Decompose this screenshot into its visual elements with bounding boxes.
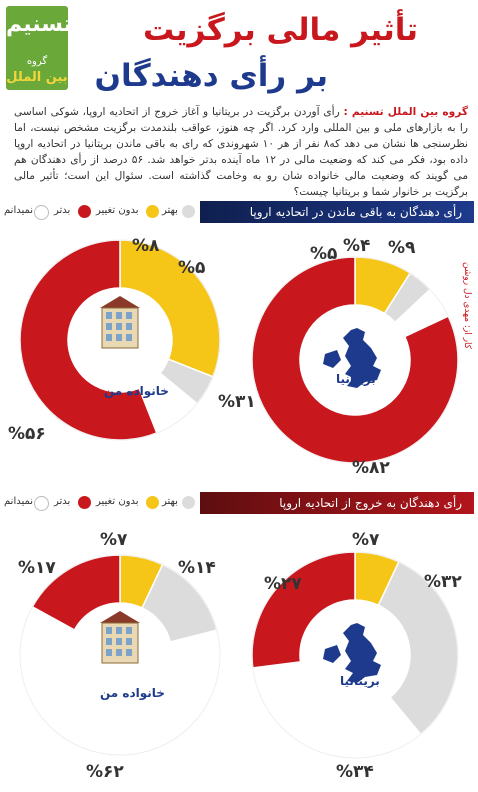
legend-item-no-change: بدون تغییر xyxy=(96,495,160,511)
house-window xyxy=(106,627,112,634)
house-window xyxy=(126,323,132,330)
house-window xyxy=(126,638,132,645)
legend-item-no-change: بدون تغییر xyxy=(96,204,160,220)
legend-remain: نمیدانم بدتر بدون تغییر بهتر xyxy=(4,204,195,220)
donut-outline xyxy=(19,554,221,756)
author-credit: کار از: مهدی دل روشن xyxy=(462,262,472,350)
house-window xyxy=(106,312,112,319)
pct-label-better: %۵ xyxy=(178,258,206,278)
house-window xyxy=(116,627,122,634)
donut-slice-dont-know xyxy=(251,661,422,759)
legend-label-better: بهتر xyxy=(162,205,178,216)
house-window xyxy=(126,627,132,634)
legend-leave: نمیدانم بدتر بدون تغییر بهتر xyxy=(4,495,195,511)
house-window xyxy=(106,638,112,645)
house-window xyxy=(106,649,112,656)
legend-label-no-change: بدون تغییر xyxy=(96,205,139,216)
legend-item-worse: بدتر xyxy=(50,495,94,511)
house-window xyxy=(116,334,122,341)
house-window xyxy=(126,334,132,341)
legend-swatch-better xyxy=(182,496,195,509)
pct-label-better: %۱۴ xyxy=(178,558,216,578)
center-label-britain: بریتانیا xyxy=(336,372,376,386)
pct-label-worse: %۱۷ xyxy=(18,558,56,578)
legend-item-dont-know: نمیدانم xyxy=(4,495,49,511)
legend-item-better: بهتر xyxy=(162,204,195,220)
pct-label-no-change: %۷ xyxy=(352,530,380,550)
section-leave-header: رأی دهندگان به خروج از اتحادیه اروپا xyxy=(200,492,474,514)
legend-swatch-dont-know xyxy=(34,496,49,511)
pct-label-better: %۳۲ xyxy=(424,572,462,592)
donut-chart xyxy=(251,256,459,464)
uk-map-icon xyxy=(323,623,381,683)
pct-label-no-change: %۷ xyxy=(100,530,128,550)
tasnim-logo: تسنیم گروه بین الملل xyxy=(6,6,72,90)
pct-label-worse: %۲۷ xyxy=(264,574,302,594)
pct-label-no-change: %۹ xyxy=(388,238,416,258)
legend-swatch-no-change xyxy=(146,496,159,509)
legend-swatch-worse xyxy=(78,205,91,218)
house-window xyxy=(106,334,112,341)
intro-text: رأی آوردن برگزیت در بریتانیا و آغاز خروج… xyxy=(14,106,468,198)
intro-paragraph: گروه بین الملل تسنیم : رأی آوردن برگزیت … xyxy=(14,104,468,200)
pct-label-worse: %۵۶ xyxy=(8,424,46,444)
house-icon xyxy=(100,296,140,349)
center-label-family: خانواده من xyxy=(100,686,165,700)
legend-label-better: بهتر xyxy=(162,496,178,507)
donut-outline xyxy=(19,239,221,441)
legend-label-worse: بدتر xyxy=(54,205,71,216)
legend-item-worse: بدتر xyxy=(50,204,94,220)
house-window xyxy=(106,323,112,330)
donut-chart xyxy=(251,551,459,759)
legend-label-dont-know: نمیدانم xyxy=(4,496,34,507)
pct-label-better: %۴ xyxy=(343,236,371,256)
house-icon xyxy=(100,611,140,664)
legend-item-better: بهتر xyxy=(162,495,195,511)
uk-map-icon xyxy=(323,328,381,388)
house-window xyxy=(116,649,122,656)
pct-label-dont-know: %۳۴ xyxy=(336,762,374,782)
legend-swatch-worse xyxy=(78,496,91,509)
intro-source: گروه بین الملل تسنیم : xyxy=(343,106,468,118)
page-title: تأثیر مالی برگزیت xyxy=(143,12,418,48)
house-window xyxy=(116,323,122,330)
pct-label-no-change: %۳۱ xyxy=(218,392,256,412)
house-roof xyxy=(100,296,140,308)
legend-swatch-dont-know xyxy=(34,205,49,220)
legend-label-dont-know: نمیدانم xyxy=(4,205,34,216)
donut-chart xyxy=(19,554,221,756)
donut-slice-worse xyxy=(251,551,356,669)
legend-label-no-change: بدون تغییر xyxy=(96,496,139,507)
pct-label-dont-know: %۸ xyxy=(132,236,160,256)
section-remain-header: رأی دهندگان به باقی ماندن در اتحادیه ارو… xyxy=(200,201,474,223)
logo-glyph: تسنیم xyxy=(6,12,72,37)
center-label-family: خانواده من xyxy=(104,384,169,398)
logo-line1: گروه xyxy=(26,56,48,67)
house-window xyxy=(116,638,122,645)
center-label-britain: بریتانیا xyxy=(340,674,380,688)
house-roof xyxy=(100,611,140,623)
house-window xyxy=(116,312,122,319)
donut-chart xyxy=(19,239,221,441)
page-subtitle: بر رأی دهندگان xyxy=(94,58,328,94)
legend-item-dont-know: نمیدانم xyxy=(4,204,49,220)
donut-outline xyxy=(251,551,459,759)
house-window xyxy=(126,312,132,319)
pct-label-dont-know: %۶۲ xyxy=(86,762,124,782)
legend-label-worse: بدتر xyxy=(54,496,71,507)
donut-outline xyxy=(251,256,459,464)
legend-swatch-no-change xyxy=(146,205,159,218)
pct-label-dont-know: %۵ xyxy=(310,244,338,264)
pct-label-worse: %۸۲ xyxy=(352,458,390,478)
house-window xyxy=(126,649,132,656)
legend-swatch-better xyxy=(182,205,195,218)
logo-line2: بین الملل xyxy=(6,70,68,85)
